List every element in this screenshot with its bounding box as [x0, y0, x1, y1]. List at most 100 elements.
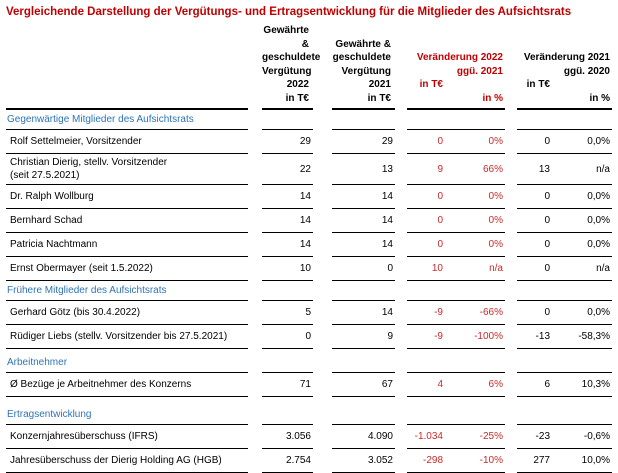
change-2022-pct: n/a [489, 263, 503, 274]
change-2021-pct: 0,0% [587, 307, 610, 318]
value-2022: 10 [262, 257, 313, 281]
table-row: Christian Dierig, stellv. Vorsitzender (… [6, 154, 612, 185]
change-2022-te: 0 [437, 239, 443, 250]
value-2022: 0 [262, 325, 313, 349]
member-name: Jahresüberschuss der Dierig Holding AG (… [6, 449, 248, 473]
value-2022: 3.056 [262, 425, 313, 449]
empty-cell [517, 281, 612, 301]
empty-cell [407, 405, 505, 425]
value-2022: 2.754 [262, 449, 313, 473]
change-2021-cell: 277 10,0% [517, 449, 612, 473]
change-2022-te: -9 [434, 307, 443, 318]
change-2021-te: 13 [538, 163, 550, 175]
change-2022-pct: 0% [488, 215, 503, 226]
table-row: Ø Bezüge je Arbeitnehmer des Konzerns 71… [6, 373, 612, 397]
change-2022-cell: 4 6% [407, 373, 505, 397]
value-2022: 14 [262, 233, 313, 257]
change-2022-pct: -10% [479, 455, 503, 466]
table-row: Bernhard Schad 14 14 0 0% 0 0,0% [6, 209, 612, 233]
member-name: Rüdiger Liebs (stellv. Vorsitzender bis … [6, 325, 248, 349]
header-granted-2021: Gewährte & geschuldete Vergütung 2021 in… [332, 24, 395, 110]
change-2022-te: 4 [437, 379, 443, 390]
change-2022-pct: 0% [488, 239, 503, 250]
section-label: Ertragsentwicklung [6, 405, 248, 425]
section-label: Gegenwärtige Mitglieder des Aufsichtsrat… [6, 110, 248, 130]
empty-cell [262, 110, 313, 130]
table-row: Rüdiger Liebs (stellv. Vorsitzender bis … [6, 325, 612, 349]
empty-cell [332, 281, 395, 301]
change-2021-te: -23 [535, 431, 550, 442]
comparison-table: Gewährte & geschuldete Vergütung 2022 in… [6, 24, 612, 473]
value-2021: 14 [332, 233, 395, 257]
change-2021-cell: 0 0,0% [517, 130, 612, 154]
empty-cell [262, 281, 313, 301]
change-2022-pct: -100% [474, 331, 503, 342]
change-2022-te: 0 [437, 215, 443, 226]
change-2022-pct: 0% [488, 191, 503, 202]
value-2021: 14 [332, 185, 395, 209]
change-2022-cell: 0 0% [407, 209, 505, 233]
member-name: Ernst Obermayer (seit 1.5.2022) [6, 257, 248, 281]
empty-cell [407, 353, 505, 373]
change-2022-te: -1.034 [414, 431, 443, 442]
value-2021: 3.052 [332, 449, 395, 473]
table-row: Rolf Settelmeier, Vorsitzender 29 29 0 0%… [6, 130, 612, 154]
table-row: Gerhard Götz (bis 30.4.2022) 5 14 -9 -66%… [6, 301, 612, 325]
value-2021: 9 [332, 325, 395, 349]
change-2021-te: 0 [544, 191, 550, 202]
empty-cell [332, 353, 395, 373]
change-2021-te: 0 [544, 239, 550, 250]
change-2021-pct: n/a [596, 163, 610, 175]
change-2022-cell: 0 0% [407, 185, 505, 209]
empty-cell [332, 405, 395, 425]
section-label: Frühere Mitglieder des Aufsichtsrats [6, 281, 248, 301]
change-2022-cell: 0 0% [407, 130, 505, 154]
change-2022-pct: 6% [488, 379, 503, 390]
change-2021-pct: -58,3% [578, 331, 610, 342]
change-2022-te: -9 [434, 331, 443, 342]
header-name-spacer [6, 24, 248, 110]
change-2022-cell: -9 -66% [407, 301, 505, 325]
change-2021-te: 277 [533, 455, 550, 466]
value-2022: 71 [262, 373, 313, 397]
member-name: Dr. Ralph Wollburg [6, 185, 248, 209]
change-2021-te: 0 [544, 307, 550, 318]
section-label: Arbeitnehmer [6, 353, 248, 373]
change-2022-pct: 66% [482, 163, 503, 175]
header-change-2022-units: in T€ in % [419, 79, 503, 104]
member-name: Rolf Settelmeier, Vorsitzender [6, 130, 248, 154]
value-2022: 5 [262, 301, 313, 325]
change-2022-te: 0 [437, 191, 443, 202]
value-2021: 13 [332, 154, 395, 185]
table-row: Dr. Ralph Wollburg 14 14 0 0% 0 0,0% [6, 185, 612, 209]
table-row: Jahresüberschuss der Dierig Holding AG (… [6, 449, 612, 473]
change-2021-pct: 0,0% [587, 215, 610, 226]
value-2021: 67 [332, 373, 395, 397]
change-2021-te: 6 [544, 379, 550, 390]
change-2022-cell: 9 66% [407, 154, 505, 185]
change-2022-pct: -25% [479, 431, 503, 442]
change-2021-te: 0 [544, 136, 550, 147]
change-2021-cell: -13 -58,3% [517, 325, 612, 349]
value-2021: 29 [332, 130, 395, 154]
value-2022: 22 [262, 154, 313, 185]
member-name: Christian Dierig, stellv. Vorsitzender (… [6, 154, 248, 185]
header-change-2021-units: in T€ in % [526, 79, 610, 104]
change-2022-cell: 0 0% [407, 233, 505, 257]
member-name: Konzernjahresüberschuss (IFRS) [6, 425, 248, 449]
section-row: Ertragsentwicklung [6, 405, 612, 425]
change-2021-cell: 0 0,0% [517, 233, 612, 257]
empty-cell [332, 110, 395, 130]
change-2022-cell: -1.034 -25% [407, 425, 505, 449]
empty-cell [517, 353, 612, 373]
member-name: Gerhard Götz (bis 30.4.2022) [6, 301, 248, 325]
change-2022-te: 9 [437, 163, 443, 175]
page-title: Vergleichende Darstellung der Vergütungs… [6, 6, 572, 18]
empty-cell [407, 110, 505, 130]
change-2022-pct: 0% [488, 136, 503, 147]
change-2022-cell: 10 n/a [407, 257, 505, 281]
member-name: Patricia Nachtmann [6, 233, 248, 257]
change-2021-cell: 0 0,0% [517, 185, 612, 209]
change-2021-pct: 0,0% [587, 191, 610, 202]
